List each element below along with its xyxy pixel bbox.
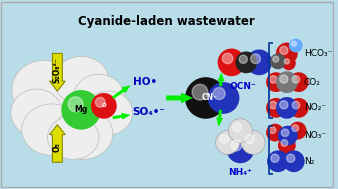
Text: Mg: Mg [74, 105, 88, 114]
FancyArrow shape [217, 72, 224, 86]
FancyArrow shape [112, 85, 130, 99]
Circle shape [276, 43, 298, 64]
Text: HCO₃⁻: HCO₃⁻ [304, 49, 332, 58]
Text: NO₃⁻: NO₃⁻ [304, 131, 326, 140]
Text: S₂O₈²⁻: S₂O₈²⁻ [53, 57, 62, 83]
Circle shape [220, 135, 229, 144]
Circle shape [231, 140, 242, 151]
Circle shape [269, 127, 276, 133]
Circle shape [280, 46, 288, 55]
Circle shape [233, 123, 242, 132]
Circle shape [280, 75, 288, 83]
FancyArrow shape [49, 53, 65, 91]
Circle shape [213, 88, 225, 100]
Circle shape [269, 101, 277, 109]
Ellipse shape [22, 104, 81, 155]
Text: HO•: HO• [132, 77, 157, 87]
Circle shape [271, 154, 279, 162]
Circle shape [291, 41, 296, 46]
Text: OCN⁻: OCN⁻ [230, 82, 257, 91]
Circle shape [289, 122, 307, 139]
Ellipse shape [11, 89, 62, 136]
Circle shape [208, 82, 239, 114]
Circle shape [91, 93, 117, 119]
Circle shape [266, 72, 286, 92]
Circle shape [95, 97, 105, 107]
Circle shape [246, 50, 272, 75]
FancyArrow shape [216, 110, 223, 127]
Circle shape [228, 119, 252, 143]
Circle shape [287, 154, 295, 162]
Circle shape [278, 126, 298, 146]
Text: O₃: O₃ [53, 143, 62, 152]
Circle shape [292, 76, 300, 83]
Circle shape [281, 139, 288, 146]
Text: Cyanide-laden wastewater: Cyanide-laden wastewater [78, 15, 255, 28]
Circle shape [278, 136, 296, 154]
Ellipse shape [53, 108, 113, 159]
FancyArrow shape [166, 93, 193, 103]
Text: NO₂⁻: NO₂⁻ [304, 103, 326, 112]
Circle shape [236, 51, 257, 73]
Circle shape [61, 90, 101, 130]
Circle shape [289, 98, 309, 118]
Ellipse shape [73, 74, 125, 122]
Circle shape [226, 136, 254, 163]
Text: CN⁻: CN⁻ [202, 94, 218, 102]
Text: N₂: N₂ [304, 157, 314, 166]
Text: NH₄⁺: NH₄⁺ [228, 168, 252, 177]
Circle shape [282, 57, 296, 70]
Circle shape [267, 150, 289, 172]
Ellipse shape [53, 57, 109, 104]
Circle shape [222, 53, 233, 64]
Circle shape [239, 55, 247, 64]
Circle shape [266, 98, 286, 118]
Text: O: O [101, 103, 106, 108]
Text: CO₂: CO₂ [304, 78, 320, 87]
Circle shape [289, 39, 303, 53]
Circle shape [245, 135, 255, 144]
Circle shape [270, 53, 286, 69]
Ellipse shape [85, 91, 132, 135]
Circle shape [276, 71, 298, 93]
Circle shape [216, 131, 239, 154]
Circle shape [284, 59, 290, 64]
Circle shape [289, 72, 309, 92]
Ellipse shape [20, 60, 123, 155]
FancyArrow shape [49, 125, 65, 162]
Circle shape [218, 49, 245, 76]
Ellipse shape [12, 60, 75, 120]
Circle shape [292, 101, 300, 109]
Circle shape [280, 101, 288, 109]
Ellipse shape [47, 116, 99, 159]
Circle shape [281, 129, 289, 136]
Circle shape [266, 124, 284, 142]
Circle shape [68, 97, 83, 112]
Circle shape [273, 56, 279, 62]
Circle shape [283, 150, 305, 172]
Circle shape [269, 76, 277, 83]
Circle shape [185, 77, 226, 119]
Circle shape [276, 97, 298, 119]
Circle shape [241, 131, 265, 154]
Circle shape [192, 84, 208, 100]
Circle shape [292, 125, 299, 132]
Text: SO₄•⁻: SO₄•⁻ [132, 107, 165, 117]
Circle shape [251, 54, 261, 64]
FancyArrow shape [113, 113, 130, 120]
